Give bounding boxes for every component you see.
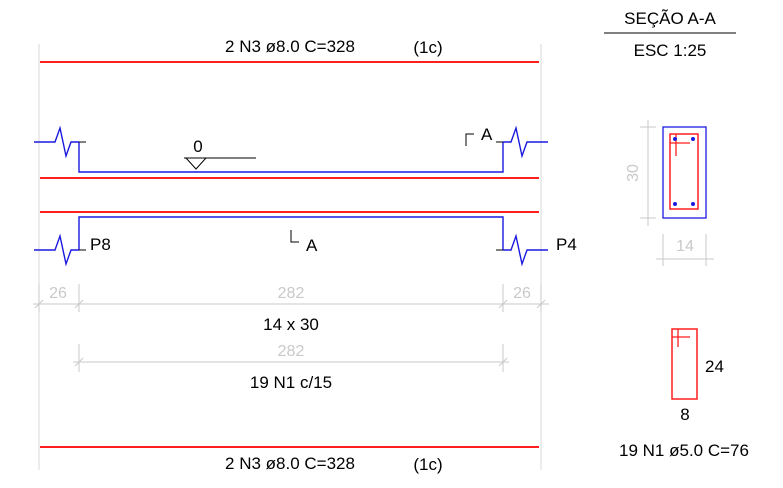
section-title: SEÇÃO A-A: [624, 9, 716, 28]
section-scale: ESC 1:25: [634, 41, 707, 60]
rebar-dot-top-left: [673, 137, 677, 141]
stirrup-width: 8: [680, 405, 689, 424]
rebar-dot-bottom-right: [691, 202, 695, 206]
cross-section-dims: [640, 120, 714, 266]
support-right-label: P4: [556, 235, 577, 254]
level-marker: 0: [184, 137, 256, 170]
support-ticks: [79, 141, 503, 251]
stirrup-detail: [671, 328, 698, 400]
beam-size-label: 14 x 30: [263, 315, 319, 334]
dim-stirrup-span: 282: [278, 343, 305, 360]
section-cut-top-label: A: [481, 125, 493, 144]
level-value: 0: [193, 137, 202, 156]
section-cut-bottom: A: [290, 230, 318, 255]
top-bar-label: 2 N3 ø8.0 C=328: [225, 37, 355, 56]
stirrup-hook: [670, 134, 690, 156]
stirrup-spacing-label: 19 N1 c/15: [250, 373, 332, 392]
bottom-bar-label: 2 N3 ø8.0 C=328: [225, 454, 355, 473]
cross-section-outline: [662, 126, 707, 219]
stirrup-dimension: [73, 344, 509, 372]
stirrup-detail-hook: [672, 329, 690, 347]
dimension-row: [33, 284, 549, 312]
top-bar-layer: (1c): [413, 38, 442, 57]
rebar-dot-top-right: [691, 137, 695, 141]
cross-section-height: 30: [625, 164, 642, 182]
cross-section: [662, 126, 707, 219]
cross-section-width: 14: [676, 238, 694, 255]
beam-outline: [34, 125, 548, 267]
dim-span: 282: [278, 285, 305, 302]
stirrup-height: 24: [705, 357, 724, 376]
section-cut-top: A: [465, 125, 493, 146]
stirrup-shape: [671, 328, 698, 400]
dim-left-support: 26: [49, 285, 67, 302]
stirrup-detail-label: 19 N1 ø5.0 C=76: [619, 441, 749, 460]
bottom-bar-layer: (1c): [413, 455, 442, 474]
support-left-label: P8: [90, 235, 111, 254]
dim-right-support: 26: [513, 285, 531, 302]
cross-section-stirrup: [669, 133, 699, 210]
section-cut-bottom-label: A: [306, 236, 318, 255]
rebar-dot-bottom-left: [673, 202, 677, 206]
